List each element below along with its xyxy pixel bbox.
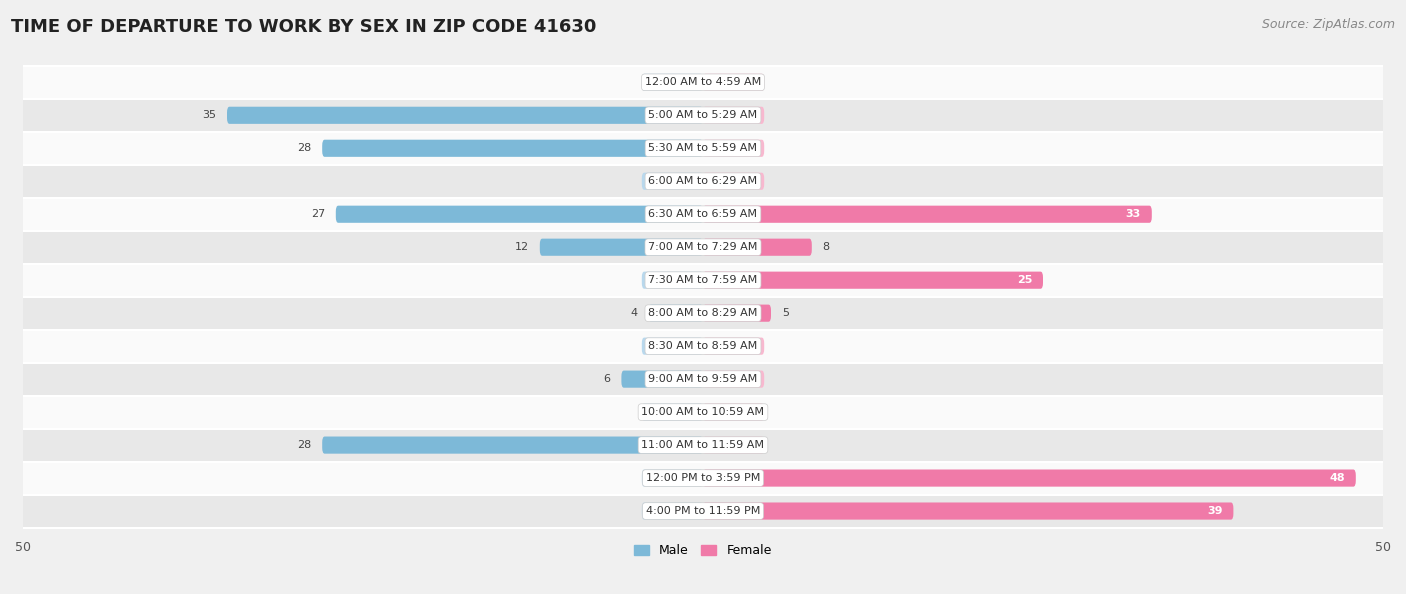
Text: Source: ZipAtlas.com: Source: ZipAtlas.com <box>1261 18 1395 31</box>
Text: 6: 6 <box>603 374 610 384</box>
Text: 5: 5 <box>782 308 789 318</box>
Text: 0: 0 <box>714 110 721 121</box>
FancyBboxPatch shape <box>641 74 703 91</box>
Text: 8:00 AM to 8:29 AM: 8:00 AM to 8:29 AM <box>648 308 758 318</box>
Text: 48: 48 <box>1329 473 1346 483</box>
Text: 0: 0 <box>685 77 692 87</box>
Text: 25: 25 <box>1017 275 1032 285</box>
FancyBboxPatch shape <box>703 403 765 421</box>
FancyBboxPatch shape <box>703 107 765 124</box>
FancyBboxPatch shape <box>703 239 811 256</box>
Text: 7:30 AM to 7:59 AM: 7:30 AM to 7:59 AM <box>648 275 758 285</box>
Text: 0: 0 <box>685 506 692 516</box>
Text: 28: 28 <box>297 440 311 450</box>
Bar <box>22 132 1384 165</box>
Bar <box>22 66 1384 99</box>
FancyBboxPatch shape <box>641 469 703 486</box>
Text: 39: 39 <box>1206 506 1223 516</box>
Text: 0: 0 <box>685 275 692 285</box>
Text: 12:00 AM to 4:59 AM: 12:00 AM to 4:59 AM <box>645 77 761 87</box>
Text: 28: 28 <box>297 143 311 153</box>
Bar <box>22 495 1384 527</box>
FancyBboxPatch shape <box>703 469 1355 486</box>
FancyBboxPatch shape <box>703 371 765 388</box>
Text: 0: 0 <box>685 341 692 351</box>
FancyBboxPatch shape <box>703 206 1152 223</box>
FancyBboxPatch shape <box>540 239 703 256</box>
FancyBboxPatch shape <box>703 337 765 355</box>
Text: 11:00 AM to 11:59 AM: 11:00 AM to 11:59 AM <box>641 440 765 450</box>
Text: 0: 0 <box>685 176 692 187</box>
Bar <box>22 296 1384 330</box>
Text: 0: 0 <box>685 473 692 483</box>
Text: 27: 27 <box>311 209 325 219</box>
Text: 0: 0 <box>685 407 692 417</box>
Bar <box>22 198 1384 230</box>
Text: 12:00 PM to 3:59 PM: 12:00 PM to 3:59 PM <box>645 473 761 483</box>
FancyBboxPatch shape <box>641 173 703 190</box>
Text: 0: 0 <box>714 440 721 450</box>
Text: 4:00 PM to 11:59 PM: 4:00 PM to 11:59 PM <box>645 506 761 516</box>
Text: 0: 0 <box>714 143 721 153</box>
Text: 0: 0 <box>714 374 721 384</box>
FancyBboxPatch shape <box>703 503 1233 520</box>
FancyBboxPatch shape <box>226 107 703 124</box>
Text: 6:30 AM to 6:59 AM: 6:30 AM to 6:59 AM <box>648 209 758 219</box>
FancyBboxPatch shape <box>703 74 765 91</box>
FancyBboxPatch shape <box>322 437 703 454</box>
FancyBboxPatch shape <box>641 503 703 520</box>
Text: 8: 8 <box>823 242 830 252</box>
Text: 5:00 AM to 5:29 AM: 5:00 AM to 5:29 AM <box>648 110 758 121</box>
Bar <box>22 165 1384 198</box>
Text: 10:00 AM to 10:59 AM: 10:00 AM to 10:59 AM <box>641 407 765 417</box>
Text: 4: 4 <box>631 308 638 318</box>
Text: 0: 0 <box>714 77 721 87</box>
Text: 0: 0 <box>714 407 721 417</box>
FancyBboxPatch shape <box>322 140 703 157</box>
FancyBboxPatch shape <box>648 305 703 322</box>
Bar <box>22 330 1384 363</box>
Bar <box>22 396 1384 429</box>
FancyBboxPatch shape <box>703 305 770 322</box>
FancyBboxPatch shape <box>641 403 703 421</box>
FancyBboxPatch shape <box>336 206 703 223</box>
Text: 5:30 AM to 5:59 AM: 5:30 AM to 5:59 AM <box>648 143 758 153</box>
Legend: Male, Female: Male, Female <box>630 539 776 562</box>
Text: TIME OF DEPARTURE TO WORK BY SEX IN ZIP CODE 41630: TIME OF DEPARTURE TO WORK BY SEX IN ZIP … <box>11 18 596 36</box>
Text: 33: 33 <box>1126 209 1140 219</box>
Bar <box>22 462 1384 495</box>
Text: 0: 0 <box>714 341 721 351</box>
Bar <box>22 264 1384 296</box>
Bar <box>22 230 1384 264</box>
FancyBboxPatch shape <box>703 140 765 157</box>
Text: 6:00 AM to 6:29 AM: 6:00 AM to 6:29 AM <box>648 176 758 187</box>
Text: 7:00 AM to 7:29 AM: 7:00 AM to 7:29 AM <box>648 242 758 252</box>
Bar <box>22 363 1384 396</box>
Bar <box>22 429 1384 462</box>
Text: 8:30 AM to 8:59 AM: 8:30 AM to 8:59 AM <box>648 341 758 351</box>
Bar <box>22 99 1384 132</box>
FancyBboxPatch shape <box>703 437 765 454</box>
Text: 9:00 AM to 9:59 AM: 9:00 AM to 9:59 AM <box>648 374 758 384</box>
FancyBboxPatch shape <box>641 337 703 355</box>
Text: 35: 35 <box>202 110 217 121</box>
FancyBboxPatch shape <box>703 271 1043 289</box>
FancyBboxPatch shape <box>621 371 703 388</box>
FancyBboxPatch shape <box>641 271 703 289</box>
Text: 12: 12 <box>515 242 529 252</box>
Text: 0: 0 <box>714 176 721 187</box>
FancyBboxPatch shape <box>703 173 765 190</box>
